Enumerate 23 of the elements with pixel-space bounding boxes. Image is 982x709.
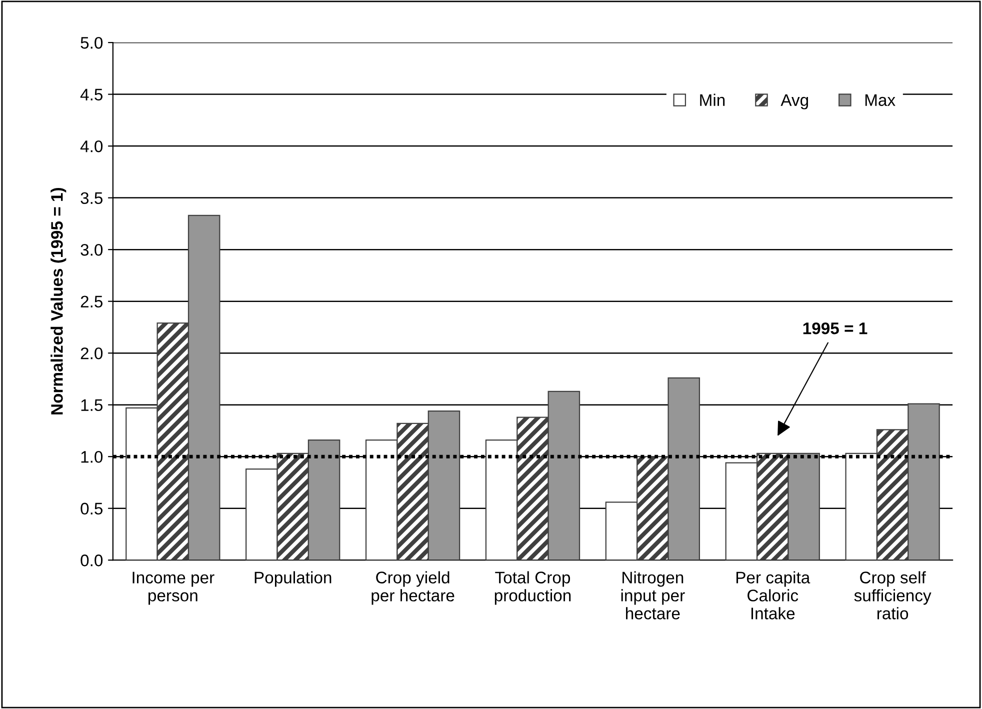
x-tick-label: Per capita Caloric Intake bbox=[736, 571, 810, 620]
x-tick-label: Income per person bbox=[132, 572, 214, 605]
y-tick-label: 4.0 bbox=[80, 140, 103, 152]
y-axis-title: Normalized Values (1995 = 1) bbox=[50, 188, 66, 414]
y-tick-label: 5.0 bbox=[80, 36, 103, 49]
x-tick-label: Total Crop production bbox=[494, 571, 571, 605]
y-tick-label: 0.5 bbox=[80, 502, 103, 515]
annotation: 1995 = 1 bbox=[803, 322, 868, 334]
x-tick-label: Nitrogen input per hectare bbox=[621, 571, 685, 620]
legend-label: Max bbox=[865, 94, 896, 106]
y-tick-label: 3.5 bbox=[80, 192, 103, 204]
y-tick-label: 0.0 bbox=[80, 554, 103, 566]
y-tick-label: 2.5 bbox=[80, 296, 103, 308]
y-tick-label: 1.0 bbox=[81, 450, 103, 463]
y-tick-label: 4.5 bbox=[80, 88, 103, 100]
x-tick-label: Crop self sufficiency ratio bbox=[854, 571, 932, 620]
y-tick-label: 3.0 bbox=[80, 244, 103, 256]
legend-label: Avg bbox=[780, 94, 808, 110]
y-tick-label: 1.5 bbox=[81, 399, 103, 412]
x-tick-label: Crop yield per hectare bbox=[372, 571, 454, 605]
y-tick-label: 2.0 bbox=[80, 347, 103, 360]
x-tick-label: Population bbox=[254, 571, 332, 587]
legend-label: Min bbox=[700, 94, 725, 106]
